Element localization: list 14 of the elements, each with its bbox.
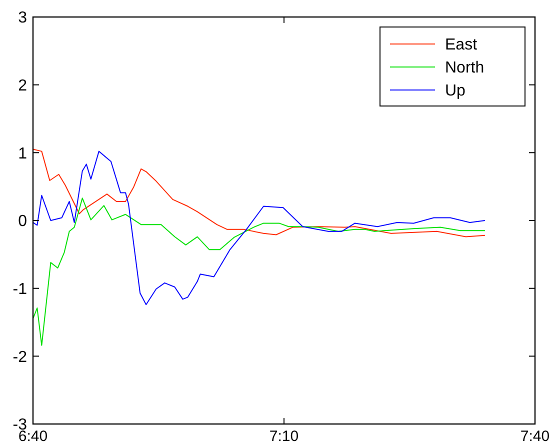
- y-tick-label: -2: [12, 348, 28, 366]
- y-tick-label: 0: [18, 213, 28, 230]
- y-tick-label: 3: [18, 10, 28, 27]
- legend-label: East: [445, 36, 478, 54]
- x-tick-label: 7:40: [520, 428, 550, 445]
- y-tick-label: 1: [18, 145, 28, 162]
- line-series: [32, 148, 486, 238]
- legend-label: Up: [445, 82, 466, 100]
- line-series: [32, 150, 486, 306]
- y-tick-label: -1: [12, 280, 28, 298]
- x-tick-label: 7:10: [269, 428, 299, 445]
- y-tick-label: 2: [18, 77, 28, 94]
- legend-label: North: [445, 60, 484, 77]
- line-series: [32, 198, 486, 346]
